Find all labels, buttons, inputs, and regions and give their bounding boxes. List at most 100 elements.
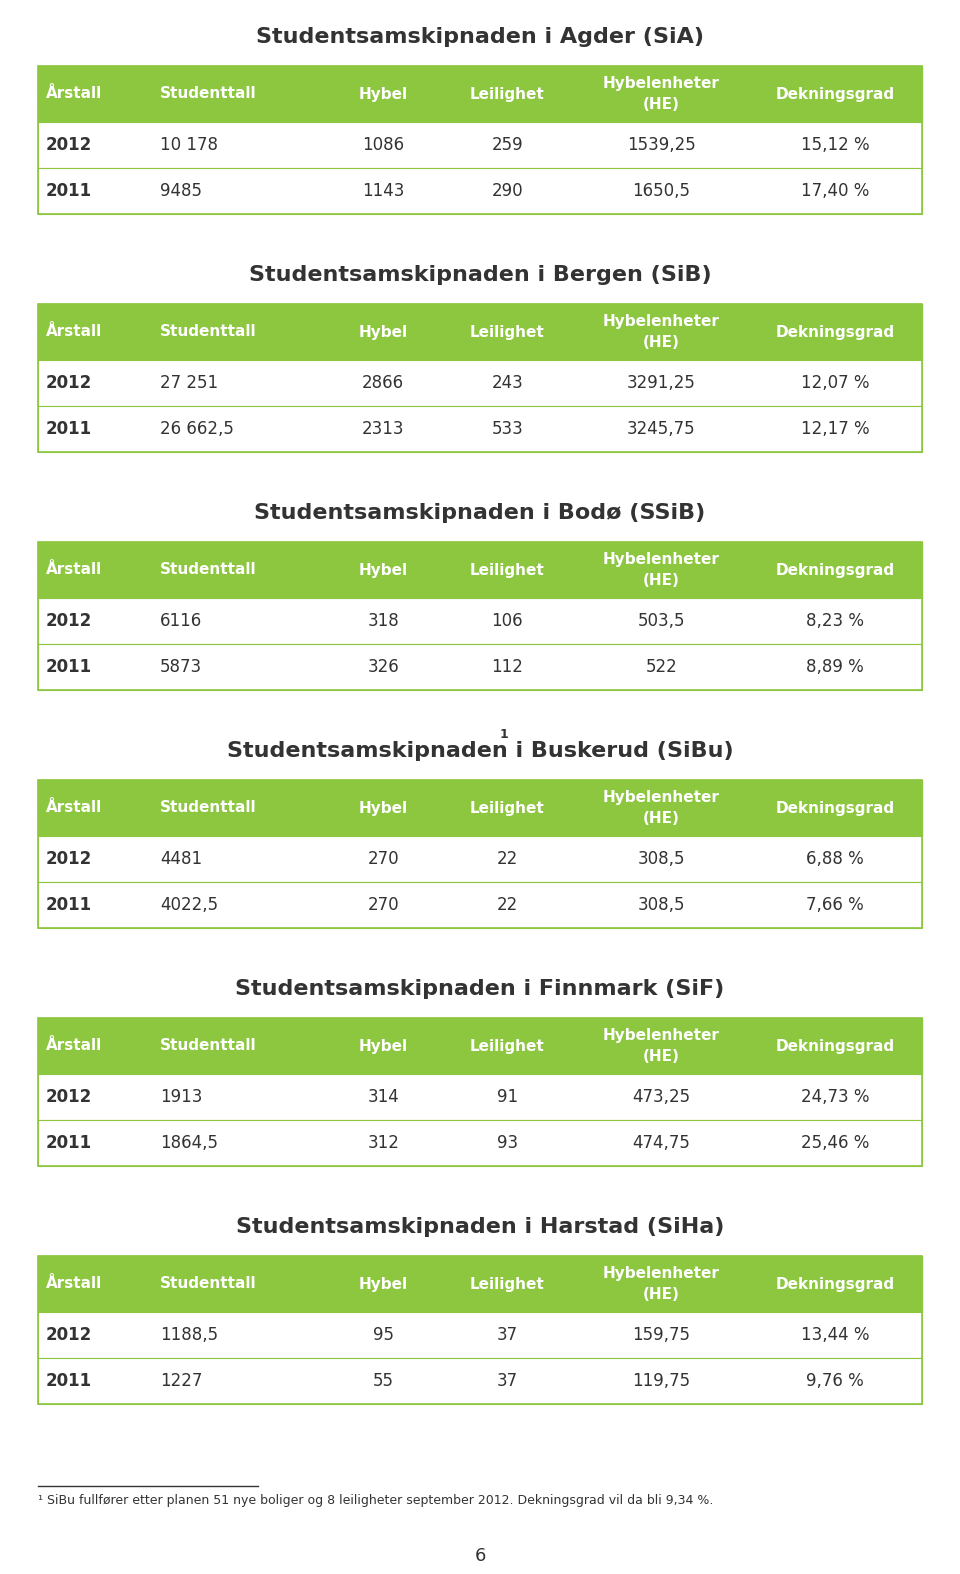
- Text: 8,89 %: 8,89 %: [806, 658, 864, 675]
- Bar: [38, 66, 922, 214]
- Bar: [38, 304, 922, 360]
- Bar: [38, 304, 922, 452]
- Bar: [38, 881, 922, 929]
- Text: Studentsamskipnaden i Bodø (SSiB): Studentsamskipnaden i Bodø (SSiB): [254, 504, 706, 523]
- Text: 2313: 2313: [362, 420, 404, 438]
- Text: 2012: 2012: [46, 375, 92, 392]
- Text: ¹ SiBu fullfører etter planen 51 nye boliger og 8 leiligheter september 2012. De: ¹ SiBu fullfører etter planen 51 nye bol…: [38, 1494, 713, 1506]
- Text: (HE): (HE): [643, 1286, 680, 1302]
- Text: Dekningsgrad: Dekningsgrad: [776, 562, 895, 578]
- Text: 1086: 1086: [362, 135, 404, 154]
- Text: Studentsamskipnaden i Harstad (SiHa): Studentsamskipnaden i Harstad (SiHa): [236, 1217, 724, 1237]
- Bar: [38, 836, 922, 881]
- Text: Hybelenheter: Hybelenheter: [603, 315, 720, 329]
- Text: 1864,5: 1864,5: [160, 1133, 218, 1152]
- Text: Hybel: Hybel: [359, 87, 408, 101]
- Text: 93: 93: [496, 1133, 517, 1152]
- Text: 2012: 2012: [46, 135, 92, 154]
- Text: 55: 55: [372, 1373, 394, 1390]
- Text: 326: 326: [368, 658, 399, 675]
- Text: 6,88 %: 6,88 %: [806, 850, 864, 867]
- Text: Dekningsgrad: Dekningsgrad: [776, 1039, 895, 1053]
- Text: 8,23 %: 8,23 %: [806, 612, 864, 630]
- Text: 95: 95: [372, 1325, 394, 1344]
- Text: 3245,75: 3245,75: [627, 420, 696, 438]
- Text: Årstall: Årstall: [46, 1277, 103, 1292]
- Text: Studenttall: Studenttall: [160, 324, 257, 340]
- Bar: [38, 1256, 922, 1313]
- Text: 37: 37: [496, 1373, 517, 1390]
- Text: Hybelenheter: Hybelenheter: [603, 77, 720, 91]
- Text: 474,75: 474,75: [633, 1133, 690, 1152]
- Bar: [38, 360, 922, 406]
- Text: Hybelenheter: Hybelenheter: [603, 790, 720, 806]
- Text: Leilighet: Leilighet: [470, 801, 544, 815]
- Text: 7,66 %: 7,66 %: [806, 896, 864, 914]
- Text: 26 662,5: 26 662,5: [160, 420, 234, 438]
- Text: Hybelenheter: Hybelenheter: [603, 1267, 720, 1281]
- Text: 473,25: 473,25: [633, 1088, 690, 1107]
- Bar: [38, 644, 922, 689]
- Bar: [38, 1018, 922, 1166]
- Text: Hybel: Hybel: [359, 1039, 408, 1053]
- Text: 24,73 %: 24,73 %: [801, 1088, 870, 1107]
- Bar: [38, 781, 922, 929]
- Text: Årstall: Årstall: [46, 1039, 103, 1053]
- Bar: [38, 1256, 922, 1404]
- Text: 312: 312: [368, 1133, 399, 1152]
- Text: Leilighet: Leilighet: [470, 87, 544, 101]
- Text: 318: 318: [368, 612, 399, 630]
- Text: Årstall: Årstall: [46, 562, 103, 578]
- Text: 2011: 2011: [46, 420, 92, 438]
- Text: 37: 37: [496, 1325, 517, 1344]
- Text: 17,40 %: 17,40 %: [801, 183, 869, 200]
- Text: Årstall: Årstall: [46, 87, 103, 101]
- Bar: [38, 1313, 922, 1358]
- Text: (HE): (HE): [643, 335, 680, 349]
- Text: 2011: 2011: [46, 183, 92, 200]
- Text: 25,46 %: 25,46 %: [801, 1133, 869, 1152]
- Text: 2011: 2011: [46, 896, 92, 914]
- Text: 119,75: 119,75: [633, 1373, 690, 1390]
- Text: Studenttall: Studenttall: [160, 1277, 257, 1292]
- Text: 159,75: 159,75: [633, 1325, 690, 1344]
- Bar: [38, 123, 922, 168]
- Text: Hybel: Hybel: [359, 1277, 408, 1292]
- Text: (HE): (HE): [643, 1048, 680, 1064]
- Text: Hybelenheter: Hybelenheter: [603, 552, 720, 567]
- Text: 27 251: 27 251: [160, 375, 218, 392]
- Text: 1539,25: 1539,25: [627, 135, 696, 154]
- Text: 106: 106: [492, 612, 523, 630]
- Text: 308,5: 308,5: [637, 850, 685, 867]
- Text: 12,07 %: 12,07 %: [801, 375, 870, 392]
- Text: 1188,5: 1188,5: [160, 1325, 218, 1344]
- Text: 2011: 2011: [46, 1133, 92, 1152]
- Text: Leilighet: Leilighet: [470, 1277, 544, 1292]
- Text: 2012: 2012: [46, 850, 92, 867]
- Text: (HE): (HE): [643, 811, 680, 826]
- Text: Studentsamskipnaden i Agder (SiA): Studentsamskipnaden i Agder (SiA): [256, 27, 704, 47]
- Text: 9,76 %: 9,76 %: [806, 1373, 864, 1390]
- Text: Dekningsgrad: Dekningsgrad: [776, 1277, 895, 1292]
- Bar: [38, 1121, 922, 1166]
- Bar: [38, 168, 922, 214]
- Text: (HE): (HE): [643, 96, 680, 112]
- Text: Årstall: Årstall: [46, 801, 103, 815]
- Text: 2012: 2012: [46, 612, 92, 630]
- Text: 13,44 %: 13,44 %: [801, 1325, 870, 1344]
- Text: 2011: 2011: [46, 1373, 92, 1390]
- Text: 2011: 2011: [46, 658, 92, 675]
- Text: 91: 91: [496, 1088, 517, 1107]
- Text: 2012: 2012: [46, 1088, 92, 1107]
- Text: 22: 22: [496, 896, 518, 914]
- Text: Leilighet: Leilighet: [470, 562, 544, 578]
- Text: Studenttall: Studenttall: [160, 801, 257, 815]
- Text: Studentsamskipnaden i Bergen (SiB): Studentsamskipnaden i Bergen (SiB): [249, 264, 711, 285]
- Bar: [38, 66, 922, 123]
- Text: 3291,25: 3291,25: [627, 375, 696, 392]
- Text: Studentsamskipnaden i Finnmark (SiF): Studentsamskipnaden i Finnmark (SiF): [235, 979, 725, 999]
- Text: Studentsamskipnaden i Buskerud (SiBu): Studentsamskipnaden i Buskerud (SiBu): [227, 741, 733, 760]
- Text: 1650,5: 1650,5: [633, 183, 690, 200]
- Text: Studenttall: Studenttall: [160, 1039, 257, 1053]
- Text: 270: 270: [368, 896, 399, 914]
